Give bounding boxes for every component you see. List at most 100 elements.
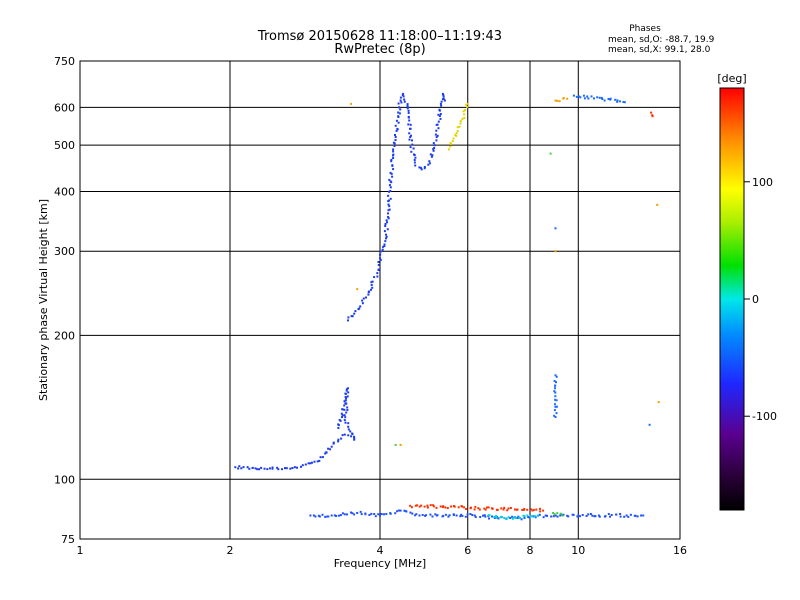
y-tick-label: 300 bbox=[54, 245, 75, 258]
data-point bbox=[554, 416, 557, 418]
data-point bbox=[444, 506, 447, 509]
data-point bbox=[359, 510, 362, 513]
data-point bbox=[387, 212, 389, 215]
data-point bbox=[593, 97, 595, 100]
data-point bbox=[307, 462, 310, 465]
data-point bbox=[389, 197, 392, 200]
data-point bbox=[437, 127, 440, 130]
data-point bbox=[458, 125, 461, 128]
data-point bbox=[572, 513, 575, 516]
data-point bbox=[493, 515, 496, 518]
data-point bbox=[361, 299, 364, 302]
x-tick-label: 2 bbox=[227, 544, 234, 557]
data-point bbox=[337, 440, 340, 443]
data-point bbox=[256, 468, 259, 471]
phases-line-o: mean, sd,O: -88.7, 19.9 bbox=[608, 35, 715, 45]
data-point bbox=[389, 180, 392, 183]
data-point bbox=[503, 517, 506, 519]
data-point bbox=[562, 97, 565, 99]
data-point bbox=[618, 100, 621, 103]
data-point bbox=[289, 467, 292, 470]
data-point bbox=[640, 514, 643, 517]
data-point bbox=[341, 414, 344, 417]
data-point bbox=[528, 516, 531, 519]
data-point bbox=[526, 514, 529, 517]
data-point bbox=[399, 443, 402, 446]
data-point bbox=[447, 148, 450, 151]
data-point bbox=[397, 115, 400, 118]
data-point bbox=[450, 505, 452, 508]
data-point bbox=[345, 389, 348, 392]
data-point bbox=[347, 434, 350, 437]
data-point bbox=[539, 510, 542, 513]
data-point bbox=[488, 517, 490, 520]
data-point bbox=[418, 166, 421, 169]
data-point bbox=[554, 384, 556, 387]
data-point bbox=[523, 508, 526, 510]
data-point bbox=[254, 467, 257, 470]
data-point bbox=[460, 513, 463, 516]
data-point bbox=[500, 515, 503, 518]
data-point bbox=[350, 435, 353, 438]
y-tick-label: 750 bbox=[54, 55, 75, 68]
data-point bbox=[410, 134, 412, 137]
data-point bbox=[451, 140, 454, 143]
data-point bbox=[487, 514, 490, 517]
data-point bbox=[407, 109, 410, 112]
data-point bbox=[389, 512, 392, 515]
data-point bbox=[433, 144, 436, 147]
data-point bbox=[455, 132, 458, 135]
data-point bbox=[435, 136, 438, 139]
data-point bbox=[384, 223, 387, 225]
data-point bbox=[583, 97, 586, 100]
data-point bbox=[586, 95, 589, 98]
data-point bbox=[389, 190, 392, 192]
data-point bbox=[590, 95, 593, 98]
data-point bbox=[483, 507, 486, 510]
data-point bbox=[387, 194, 390, 197]
data-point bbox=[581, 514, 584, 516]
data-point bbox=[441, 506, 444, 509]
data-point bbox=[316, 460, 319, 463]
data-point bbox=[394, 443, 397, 446]
data-point bbox=[554, 395, 557, 398]
data-point bbox=[607, 98, 610, 100]
data-point bbox=[520, 518, 523, 521]
data-point bbox=[386, 228, 389, 231]
data-point bbox=[407, 111, 410, 114]
data-point bbox=[260, 466, 263, 469]
data-point bbox=[459, 515, 462, 518]
data-point bbox=[387, 203, 390, 206]
data-point bbox=[596, 96, 599, 99]
data-point bbox=[313, 460, 316, 463]
data-point bbox=[370, 288, 372, 291]
data-point bbox=[416, 504, 419, 507]
data-point bbox=[277, 468, 280, 471]
data-point bbox=[459, 120, 462, 123]
data-point bbox=[346, 395, 349, 398]
data-point bbox=[463, 113, 466, 116]
data-point bbox=[337, 514, 340, 517]
data-point bbox=[408, 138, 411, 141]
data-point bbox=[538, 513, 541, 516]
data-point bbox=[409, 504, 412, 507]
data-point bbox=[614, 98, 617, 101]
data-point bbox=[415, 513, 418, 516]
data-point bbox=[552, 515, 555, 518]
data-point bbox=[435, 139, 438, 142]
data-point bbox=[304, 463, 307, 466]
colorbar-ticks: 100 0 -100 bbox=[744, 176, 777, 423]
data-point bbox=[353, 435, 356, 438]
data-point bbox=[354, 310, 357, 313]
data-point bbox=[554, 403, 556, 406]
data-point bbox=[465, 103, 468, 106]
data-point bbox=[392, 153, 395, 156]
data-point bbox=[365, 296, 367, 299]
data-point bbox=[466, 102, 469, 105]
data-point bbox=[413, 154, 416, 156]
data-point bbox=[555, 375, 558, 378]
data-point bbox=[433, 147, 436, 149]
y-tick-label: 400 bbox=[54, 185, 75, 198]
data-point bbox=[344, 402, 347, 405]
y-tick-label: 100 bbox=[54, 473, 75, 486]
